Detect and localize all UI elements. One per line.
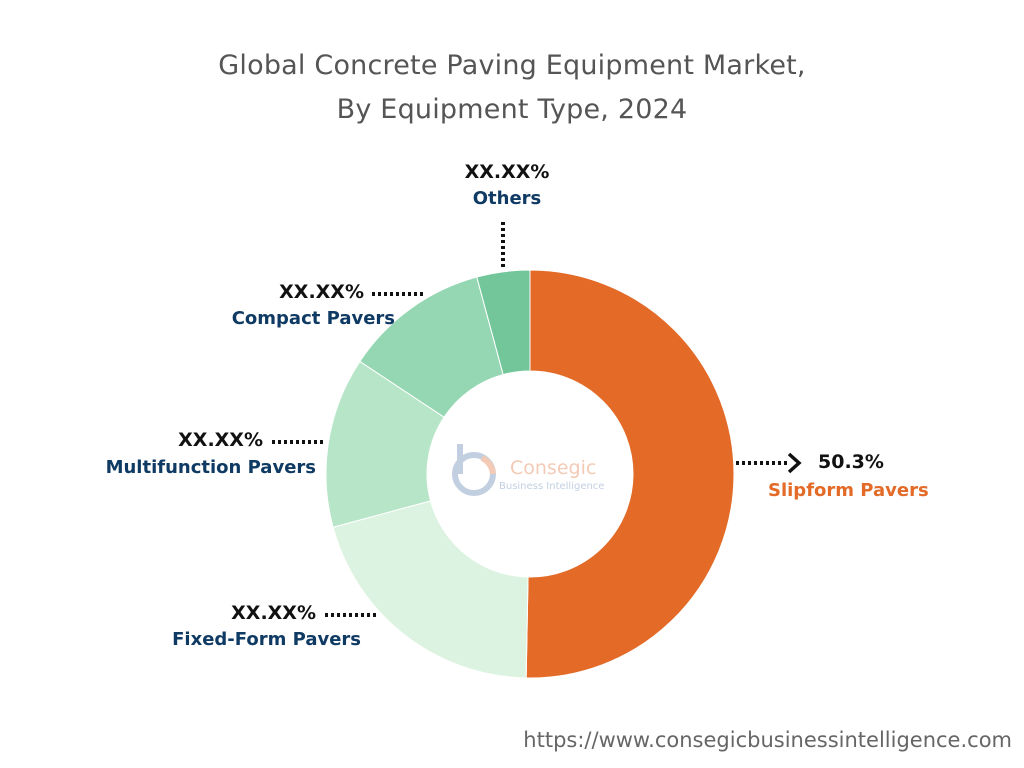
donut-slices <box>325 269 735 679</box>
category-label-others: Others <box>473 188 542 209</box>
category-label-compact-pavers: Compact Pavers <box>232 308 395 329</box>
donut-slice-others <box>476 269 531 376</box>
donut-slice-fixed-form-pavers <box>332 500 529 679</box>
chart-title-line-2: By Equipment Type, 2024 <box>336 94 688 125</box>
arrowhead-icon <box>787 452 802 474</box>
value-label-others: XX.XX% <box>465 161 550 183</box>
category-label-multifunction-pavers: Multifunction Pavers <box>106 457 316 478</box>
value-label-multifunction-pavers: XX.XX% <box>178 429 263 451</box>
donut-slice-slipform-pavers <box>525 269 735 679</box>
category-label-fixed-form-pavers: Fixed-Form Pavers <box>172 629 361 650</box>
website-url: https://www.consegicbusinessintelligence… <box>523 728 1012 752</box>
logo-tagline: Business Intelligence <box>499 481 604 492</box>
chart-title: Global Concrete Paving Equipment Market,… <box>0 44 1024 132</box>
logo-name: Consegic <box>510 457 596 479</box>
logo-watermark: Consegic Business Intelligence <box>452 444 604 496</box>
value-label-fixed-form-pavers: XX.XX% <box>231 602 316 624</box>
value-label-compact-pavers: XX.XX% <box>279 281 364 303</box>
category-label-slipform-pavers: Slipform Pavers <box>768 480 929 501</box>
chart-title-line-1: Global Concrete Paving Equipment Market, <box>218 50 806 81</box>
logo-mark-icon <box>452 444 496 496</box>
value-label-slipform-pavers: 50.3% <box>818 451 884 473</box>
